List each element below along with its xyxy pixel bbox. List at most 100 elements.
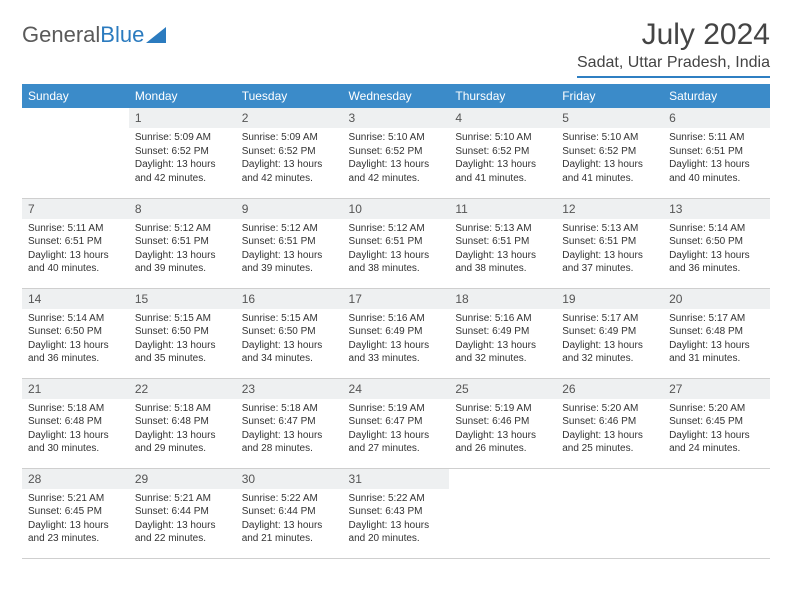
sunset-text: Sunset: 6:50 PM <box>242 325 337 339</box>
day-number: 9 <box>236 199 343 219</box>
daylight-text: Daylight: 13 hours and 25 minutes. <box>562 429 657 456</box>
daylight-text: Daylight: 13 hours and 42 minutes. <box>242 158 337 185</box>
sunrise-text: Sunrise: 5:21 AM <box>28 492 123 506</box>
calendar-day-cell: 21Sunrise: 5:18 AMSunset: 6:48 PMDayligh… <box>22 378 129 468</box>
sunrise-text: Sunrise: 5:14 AM <box>669 222 764 236</box>
calendar-day-cell <box>663 468 770 558</box>
day-details: Sunrise: 5:11 AMSunset: 6:51 PMDaylight:… <box>663 128 770 189</box>
sunrise-text: Sunrise: 5:16 AM <box>455 312 550 326</box>
calendar-day-cell: 25Sunrise: 5:19 AMSunset: 6:46 PMDayligh… <box>449 378 556 468</box>
calendar-day-cell: 17Sunrise: 5:16 AMSunset: 6:49 PMDayligh… <box>343 288 450 378</box>
daylight-text: Daylight: 13 hours and 21 minutes. <box>242 519 337 546</box>
daylight-text: Daylight: 13 hours and 23 minutes. <box>28 519 123 546</box>
calendar-day-cell: 15Sunrise: 5:15 AMSunset: 6:50 PMDayligh… <box>129 288 236 378</box>
sunrise-text: Sunrise: 5:12 AM <box>135 222 230 236</box>
sunrise-text: Sunrise: 5:21 AM <box>135 492 230 506</box>
calendar-week-row: 21Sunrise: 5:18 AMSunset: 6:48 PMDayligh… <box>22 378 770 468</box>
sunset-text: Sunset: 6:49 PM <box>455 325 550 339</box>
calendar-day-cell: 8Sunrise: 5:12 AMSunset: 6:51 PMDaylight… <box>129 198 236 288</box>
daylight-text: Daylight: 13 hours and 38 minutes. <box>349 249 444 276</box>
day-number: 14 <box>22 289 129 309</box>
calendar-day-cell: 26Sunrise: 5:20 AMSunset: 6:46 PMDayligh… <box>556 378 663 468</box>
sunset-text: Sunset: 6:44 PM <box>242 505 337 519</box>
sunset-text: Sunset: 6:46 PM <box>562 415 657 429</box>
calendar-day-cell <box>556 468 663 558</box>
daylight-text: Daylight: 13 hours and 39 minutes. <box>135 249 230 276</box>
day-number: 30 <box>236 469 343 489</box>
day-details: Sunrise: 5:16 AMSunset: 6:49 PMDaylight:… <box>343 309 450 370</box>
calendar-day-cell <box>22 108 129 198</box>
logo: GeneralBlue <box>22 18 166 48</box>
daylight-text: Daylight: 13 hours and 33 minutes. <box>349 339 444 366</box>
day-number: 29 <box>129 469 236 489</box>
sunrise-text: Sunrise: 5:22 AM <box>242 492 337 506</box>
sunset-text: Sunset: 6:51 PM <box>135 235 230 249</box>
sunrise-text: Sunrise: 5:09 AM <box>242 131 337 145</box>
sunrise-text: Sunrise: 5:15 AM <box>135 312 230 326</box>
daylight-text: Daylight: 13 hours and 24 minutes. <box>669 429 764 456</box>
sunset-text: Sunset: 6:51 PM <box>28 235 123 249</box>
daylight-text: Daylight: 13 hours and 32 minutes. <box>562 339 657 366</box>
day-details: Sunrise: 5:21 AMSunset: 6:45 PMDaylight:… <box>22 489 129 550</box>
day-number: 16 <box>236 289 343 309</box>
page-header: GeneralBlue July 2024 Sadat, Uttar Prade… <box>22 18 770 78</box>
month-title: July 2024 <box>577 18 770 52</box>
calendar-day-cell: 24Sunrise: 5:19 AMSunset: 6:47 PMDayligh… <box>343 378 450 468</box>
calendar-week-row: 1Sunrise: 5:09 AMSunset: 6:52 PMDaylight… <box>22 108 770 198</box>
sunrise-text: Sunrise: 5:18 AM <box>135 402 230 416</box>
day-number: 17 <box>343 289 450 309</box>
sunrise-text: Sunrise: 5:12 AM <box>349 222 444 236</box>
weekday-header-row: Sunday Monday Tuesday Wednesday Thursday… <box>22 84 770 108</box>
day-details: Sunrise: 5:10 AMSunset: 6:52 PMDaylight:… <box>343 128 450 189</box>
sunset-text: Sunset: 6:51 PM <box>669 145 764 159</box>
day-details: Sunrise: 5:11 AMSunset: 6:51 PMDaylight:… <box>22 219 129 280</box>
day-number: 28 <box>22 469 129 489</box>
day-details: Sunrise: 5:22 AMSunset: 6:44 PMDaylight:… <box>236 489 343 550</box>
day-number: 18 <box>449 289 556 309</box>
sunset-text: Sunset: 6:51 PM <box>242 235 337 249</box>
calendar-day-cell: 14Sunrise: 5:14 AMSunset: 6:50 PMDayligh… <box>22 288 129 378</box>
day-details: Sunrise: 5:14 AMSunset: 6:50 PMDaylight:… <box>663 219 770 280</box>
calendar-week-row: 7Sunrise: 5:11 AMSunset: 6:51 PMDaylight… <box>22 198 770 288</box>
daylight-text: Daylight: 13 hours and 34 minutes. <box>242 339 337 366</box>
day-number: 11 <box>449 199 556 219</box>
sunset-text: Sunset: 6:52 PM <box>349 145 444 159</box>
weekday-header: Tuesday <box>236 84 343 108</box>
day-number: 31 <box>343 469 450 489</box>
day-details: Sunrise: 5:19 AMSunset: 6:47 PMDaylight:… <box>343 399 450 460</box>
sunset-text: Sunset: 6:47 PM <box>242 415 337 429</box>
calendar-day-cell: 9Sunrise: 5:12 AMSunset: 6:51 PMDaylight… <box>236 198 343 288</box>
sunrise-text: Sunrise: 5:12 AM <box>242 222 337 236</box>
calendar-day-cell: 31Sunrise: 5:22 AMSunset: 6:43 PMDayligh… <box>343 468 450 558</box>
day-number: 15 <box>129 289 236 309</box>
day-number: 22 <box>129 379 236 399</box>
daylight-text: Daylight: 13 hours and 38 minutes. <box>455 249 550 276</box>
calendar-day-cell: 16Sunrise: 5:15 AMSunset: 6:50 PMDayligh… <box>236 288 343 378</box>
sunrise-text: Sunrise: 5:18 AM <box>242 402 337 416</box>
weekday-header: Monday <box>129 84 236 108</box>
day-details: Sunrise: 5:17 AMSunset: 6:48 PMDaylight:… <box>663 309 770 370</box>
day-details: Sunrise: 5:20 AMSunset: 6:45 PMDaylight:… <box>663 399 770 460</box>
weekday-header: Thursday <box>449 84 556 108</box>
daylight-text: Daylight: 13 hours and 29 minutes. <box>135 429 230 456</box>
sunset-text: Sunset: 6:51 PM <box>455 235 550 249</box>
day-number: 12 <box>556 199 663 219</box>
day-details: Sunrise: 5:21 AMSunset: 6:44 PMDaylight:… <box>129 489 236 550</box>
sunrise-text: Sunrise: 5:11 AM <box>669 131 764 145</box>
sunset-text: Sunset: 6:50 PM <box>669 235 764 249</box>
day-details: Sunrise: 5:16 AMSunset: 6:49 PMDaylight:… <box>449 309 556 370</box>
sunset-text: Sunset: 6:45 PM <box>669 415 764 429</box>
sunrise-text: Sunrise: 5:11 AM <box>28 222 123 236</box>
day-number: 6 <box>663 108 770 128</box>
day-details: Sunrise: 5:10 AMSunset: 6:52 PMDaylight:… <box>556 128 663 189</box>
calendar-day-cell: 28Sunrise: 5:21 AMSunset: 6:45 PMDayligh… <box>22 468 129 558</box>
day-number: 10 <box>343 199 450 219</box>
calendar-day-cell: 18Sunrise: 5:16 AMSunset: 6:49 PMDayligh… <box>449 288 556 378</box>
sunrise-text: Sunrise: 5:10 AM <box>455 131 550 145</box>
sunset-text: Sunset: 6:52 PM <box>455 145 550 159</box>
sunrise-text: Sunrise: 5:22 AM <box>349 492 444 506</box>
sunset-text: Sunset: 6:51 PM <box>349 235 444 249</box>
sunset-text: Sunset: 6:52 PM <box>135 145 230 159</box>
calendar-day-cell: 23Sunrise: 5:18 AMSunset: 6:47 PMDayligh… <box>236 378 343 468</box>
day-number: 25 <box>449 379 556 399</box>
